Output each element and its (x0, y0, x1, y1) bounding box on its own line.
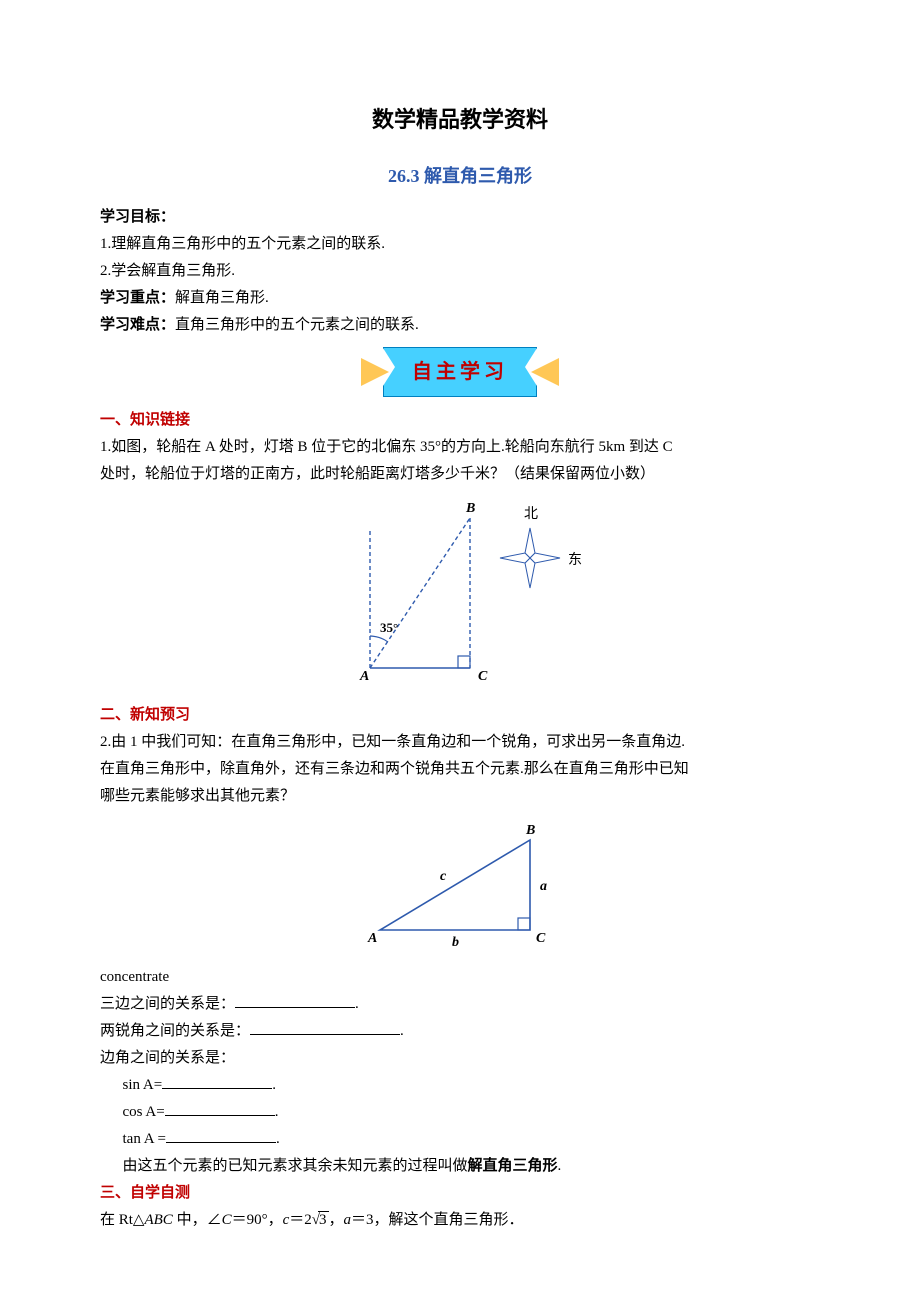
q3-eq3: ＝3，解这个直角三角形． (351, 1212, 524, 1228)
fig2-c: c (440, 869, 447, 884)
fig1-angle: 35° (380, 620, 398, 635)
difficulty-text: 直角三角形中的五个元素之间的联系. (175, 317, 419, 333)
blank-sides (235, 992, 355, 1008)
figure-1: A B C 35° 北 东 (100, 498, 820, 688)
q3-mid1: 中，∠ (173, 1212, 222, 1228)
section-1-head: 一、知识链接 (100, 407, 820, 434)
q1-line2: 处时，轮船位于灯塔的正南方，此时轮船距离灯塔多少千米？（结果保留两位小数） (100, 466, 655, 482)
q1: 1.如图，轮船在 A 处时，灯塔 B 位于它的北偏东 35°的方向上.轮船向东航… (100, 434, 820, 488)
q3-eq2: ＝2 (289, 1212, 312, 1228)
q3-pre: 在 Rt△ (100, 1212, 144, 1228)
conclusion-bold: 解直角三角形 (468, 1158, 558, 1174)
banner-label: 自主学习 (383, 347, 537, 397)
fig1-east: 东 (568, 552, 582, 568)
blank-sin (162, 1073, 272, 1089)
q3-comma: ， (329, 1212, 344, 1228)
q2-line1: 2.由 1 中我们可知：在直角三角形中，已知一条直角边和一个锐角，可求出另一条直… (100, 734, 685, 750)
q3-avar: a (344, 1212, 352, 1228)
rel-sides: 三边之间的关系是： (100, 996, 235, 1012)
rel-angles: 两锐角之间的关系是： (100, 1023, 250, 1039)
fig1-north: 北 (524, 506, 538, 522)
goals-block: 学习目标： 1.理解直角三角形中的五个元素之间的联系. 2.学会解直角三角形. … (100, 204, 820, 339)
fig1-A: A (359, 669, 369, 684)
fig2-A: A (367, 931, 377, 946)
sinA: sin A= (123, 1077, 163, 1093)
section-3-head: 三、自学自测 (100, 1180, 820, 1207)
fig2-b: b (452, 935, 459, 950)
cosA: cos A= (123, 1104, 165, 1120)
goal-1: 1.理解直角三角形中的五个元素之间的联系. (100, 236, 385, 252)
q3: 在 Rt△ABC 中，∠C＝90°，c＝2√3，a＝3，解这个直角三角形． (100, 1207, 820, 1234)
figure-2: A B C c a b (100, 820, 820, 950)
goals-head: 学习目标： (100, 209, 175, 225)
difficulty-label: 学习难点： (100, 317, 175, 333)
title-main: 数学精品教学资料 (100, 100, 820, 140)
banner: 自主学习 (100, 347, 820, 397)
conclusion-post: . (558, 1158, 562, 1174)
fig2-C: C (536, 931, 546, 946)
keypoint-text: 解直角三角形. (175, 290, 269, 306)
q2-line2: 在直角三角形中，除直角外，还有三条边和两个锐角共五个元素.那么在直角三角形中已知 (100, 761, 689, 777)
sqrt-icon: √3 (312, 1207, 329, 1234)
fig1-C: C (478, 669, 488, 684)
relations: 三边之间的关系是：. 两锐角之间的关系是：. 边角之间的关系是： sin A=.… (100, 991, 820, 1180)
rel-edge-angle: 边角之间的关系是： (100, 1050, 235, 1066)
blank-cos (165, 1100, 275, 1116)
q3-root: 3 (318, 1211, 329, 1228)
banner-arrow-right (531, 358, 559, 386)
page: 数学精品教学资料 26.3 解直角三角形 学习目标： 1.理解直角三角形中的五个… (0, 0, 920, 1294)
fig2-a: a (540, 879, 547, 894)
tanA: tan A = (123, 1131, 166, 1147)
q2: 2.由 1 中我们可知：在直角三角形中，已知一条直角边和一个锐角，可求出另一条直… (100, 729, 820, 810)
q3-eq90: ＝90°， (232, 1212, 283, 1228)
q3-C: C (222, 1212, 232, 1228)
q2-line3: 哪些元素能够求出其他元素？ (100, 788, 295, 804)
fig1-B: B (465, 501, 475, 516)
conclusion-pre: 由这五个元素的已知元素求其余未知元素的过程叫做 (123, 1158, 468, 1174)
blank-tan (166, 1127, 276, 1143)
blank-angles (250, 1019, 400, 1035)
keypoint-label: 学习重点： (100, 290, 175, 306)
banner-arrow-left (361, 358, 389, 386)
q3-abc: ABC (144, 1212, 172, 1228)
fig2-B: B (525, 823, 535, 838)
q1-line1: 1.如图，轮船在 A 处时，灯塔 B 位于它的北偏东 35°的方向上.轮船向东航… (100, 439, 673, 455)
section-2-head: 二、新知预习 (100, 702, 820, 729)
goal-2: 2.学会解直角三角形. (100, 263, 235, 279)
title-sub: 26.3 解直角三角形 (100, 160, 820, 192)
